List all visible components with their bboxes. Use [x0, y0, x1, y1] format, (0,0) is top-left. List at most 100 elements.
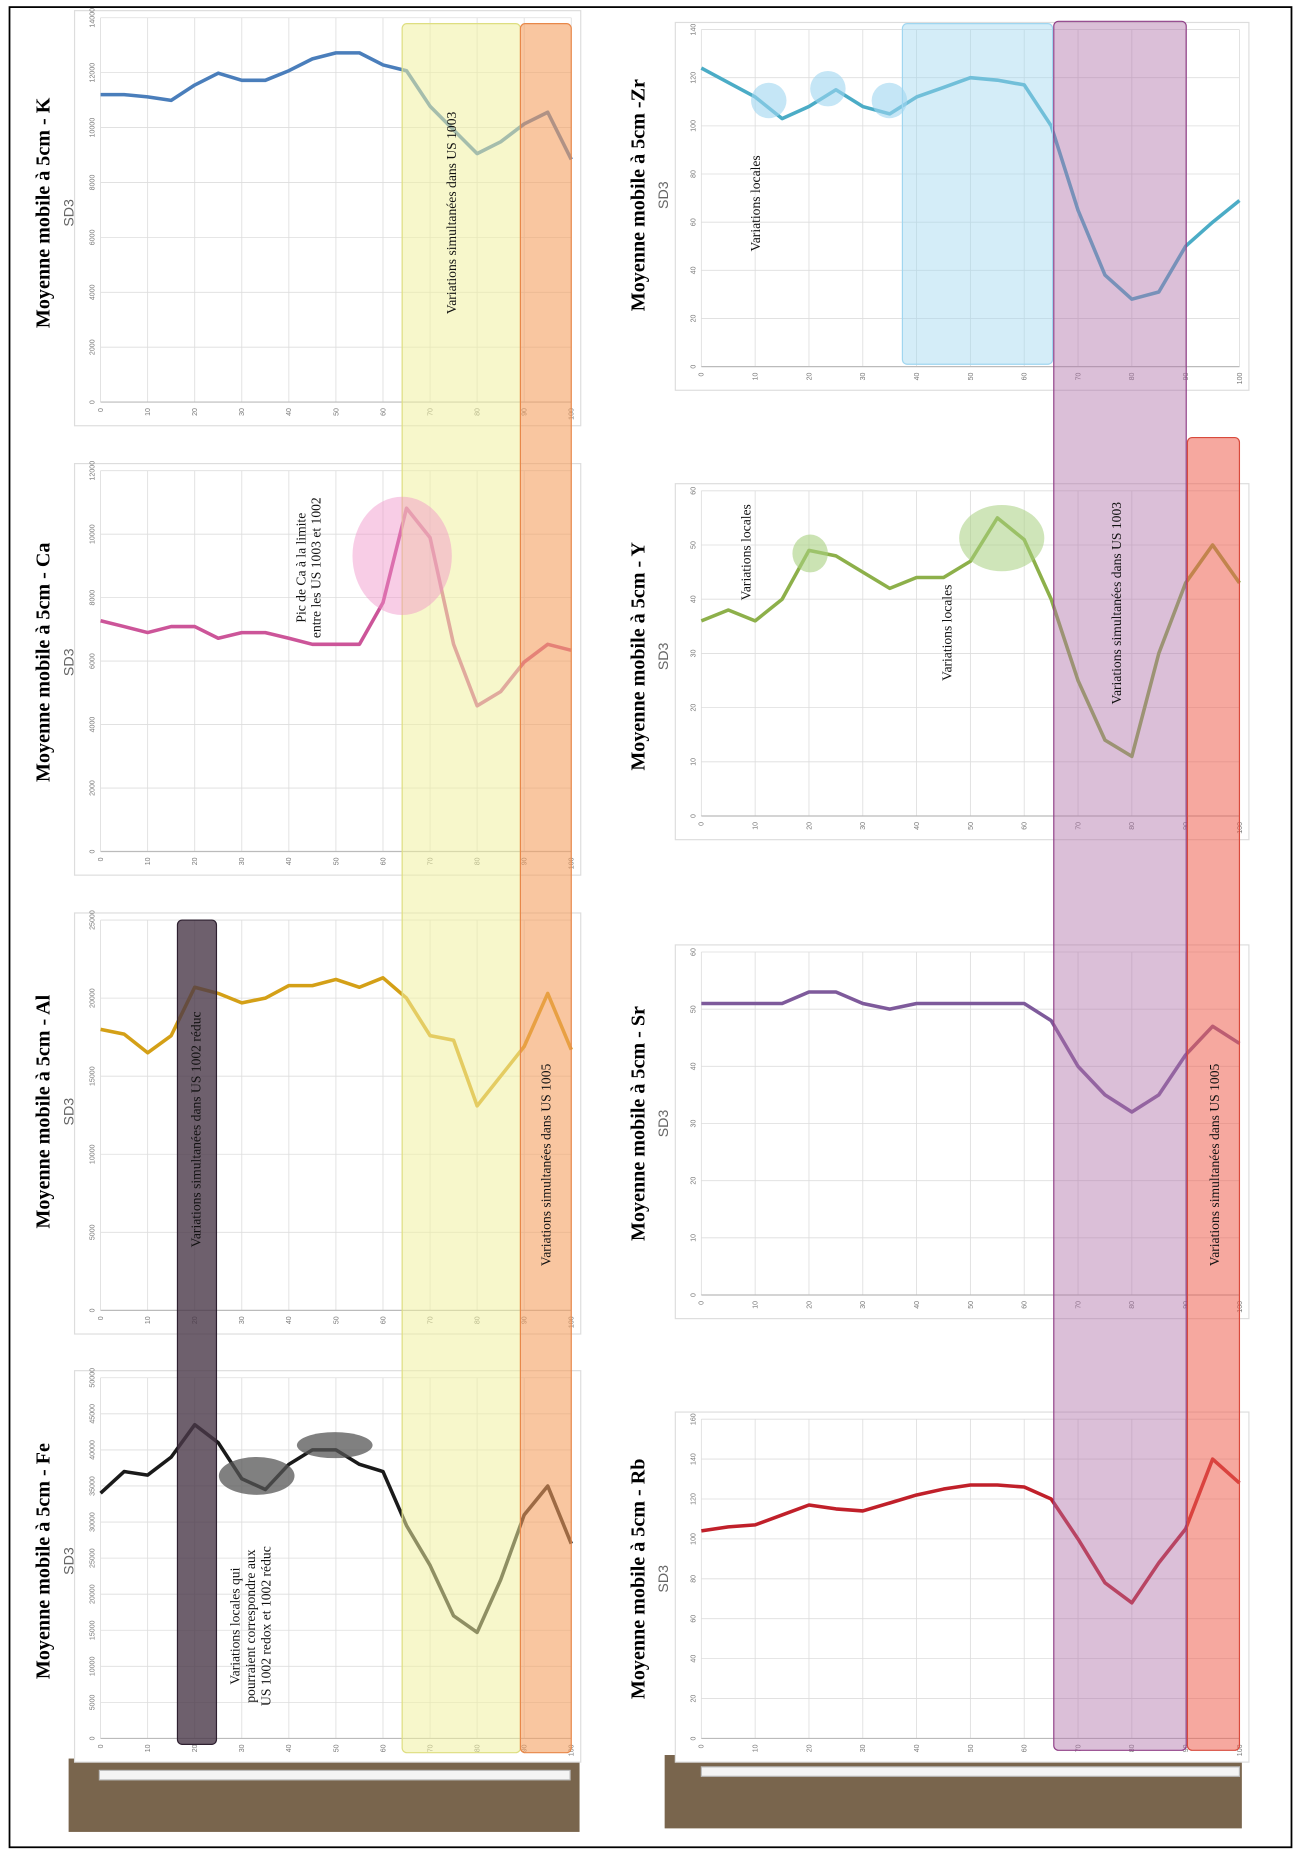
y-tick-label: 100 — [689, 120, 697, 132]
x-tick-label: 80 — [1128, 822, 1136, 830]
x-tick-label: 10 — [752, 1744, 760, 1752]
chart-title: Moyenne mobile à 5cm - K — [33, 97, 55, 328]
y-tick-label: 25000 — [89, 910, 97, 930]
y-tick-label: 30 — [689, 1120, 697, 1128]
y-tick-label: 160 — [689, 1413, 697, 1425]
y-tick-label: 80 — [689, 170, 697, 178]
x-tick-label: 20 — [805, 372, 813, 380]
x-tick-label: 50 — [967, 1744, 975, 1752]
annotation: Variations locales — [940, 585, 955, 681]
annotation: Variations simultanées dans US 1002 rédu… — [189, 1011, 204, 1247]
highlight-band — [1186, 436, 1241, 1751]
x-tick-label: 30 — [859, 372, 867, 380]
x-tick-label: 0 — [97, 1316, 105, 1320]
chart-title: Moyenne mobile à 5cm - Ca — [33, 543, 55, 782]
y-tick-label: 2000 — [89, 780, 97, 796]
y-tick-label: 10 — [689, 1234, 697, 1242]
x-tick-label: 20 — [191, 408, 199, 416]
y-tick-label: 20 — [689, 1177, 697, 1185]
x-tick-label: 40 — [913, 1744, 921, 1752]
y-tick-label: 80 — [689, 1575, 697, 1583]
x-tick-label: 10 — [144, 1316, 152, 1324]
x-tick-label: 0 — [97, 1744, 105, 1748]
y-tick-label: 120 — [689, 72, 697, 84]
x-tick-label: 60 — [379, 1316, 387, 1324]
y-tick-label: 20000 — [89, 1584, 97, 1604]
x-tick-label: 80 — [1128, 1744, 1136, 1752]
chart-title: Moyenne mobile à 5cm - Rb — [628, 1459, 650, 1700]
x-tick-label: 0 — [698, 1301, 706, 1305]
chart-box — [674, 944, 1250, 1320]
highlight-ellipse — [810, 70, 846, 107]
chart-subtitle: SD3 — [61, 648, 77, 676]
annotation: Variations simultanées dans US 1005 — [1207, 1064, 1222, 1267]
highlight-band — [901, 23, 1054, 365]
core-photo-top — [68, 1758, 580, 1832]
highlight-band — [176, 919, 218, 1745]
x-tick-label: 0 — [698, 1744, 706, 1748]
y-tick-label: 0 — [689, 365, 697, 369]
x-tick-label: 10 — [144, 408, 152, 416]
chart-subtitle: SD3 — [656, 1110, 672, 1138]
x-tick-label: 40 — [285, 1744, 293, 1752]
y-tick-label: 0 — [89, 400, 97, 404]
annotation: Variations simultanées dans US 1003 — [444, 111, 459, 314]
y-tick-label: 20 — [689, 1695, 697, 1703]
x-tick-label: 40 — [285, 408, 293, 416]
x-tick-label: 10 — [752, 372, 760, 380]
y-tick-label: 25000 — [89, 1548, 97, 1568]
x-tick-label: 10 — [752, 822, 760, 830]
y-tick-label: 140 — [689, 24, 697, 36]
y-tick-label: 40 — [689, 266, 697, 274]
y-tick-label: 50000 — [89, 1368, 97, 1388]
annotation: pourraient correspondre aux — [243, 1549, 258, 1702]
y-tick-label: 15000 — [89, 1066, 97, 1086]
x-tick-label: 50 — [332, 1316, 340, 1324]
y-tick-label: 0 — [689, 814, 697, 818]
chart-panel: 01020304050600102030405060708090100Moyen… — [628, 944, 1250, 1320]
x-tick-label: 40 — [285, 857, 293, 865]
chart-subtitle: SD3 — [61, 1547, 77, 1575]
x-tick-label: 60 — [1021, 822, 1029, 830]
x-tick-label: 20 — [805, 1744, 813, 1752]
x-tick-label: 50 — [332, 1744, 340, 1752]
x-tick-label: 100 — [1236, 1744, 1244, 1756]
x-tick-label: 30 — [859, 822, 867, 830]
y-tick-label: 0 — [89, 1736, 97, 1740]
x-tick-label: 0 — [97, 408, 105, 412]
x-tick-label: 40 — [913, 1301, 921, 1309]
chart-title: Moyenne mobile à 5cm - Y — [628, 542, 650, 771]
y-tick-label: 10000 — [89, 1144, 97, 1164]
x-tick-label: 80 — [1128, 372, 1136, 380]
y-tick-label: 2000 — [89, 339, 97, 355]
y-tick-label: 30 — [689, 649, 697, 657]
y-tick-label: 60 — [689, 948, 697, 956]
data-line — [701, 990, 1241, 1114]
y-tick-label: 60 — [689, 487, 697, 495]
x-tick-label: 50 — [332, 408, 340, 416]
chart-title: Moyenne mobile à 5cm -Zr — [628, 79, 650, 311]
chart-title: Moyenne mobile à 5cm - Al — [33, 994, 55, 1228]
y-tick-label: 45000 — [89, 1404, 97, 1424]
x-tick-label: 80 — [1128, 1301, 1136, 1309]
x-tick-label: 60 — [379, 1744, 387, 1752]
x-tick-label: 30 — [238, 1744, 246, 1752]
y-tick-label: 10000 — [89, 1656, 97, 1676]
x-tick-label: 10 — [752, 1301, 760, 1309]
x-tick-label: 60 — [1021, 1301, 1029, 1309]
y-tick-label: 8000 — [89, 175, 97, 191]
x-tick-label: 10 — [144, 1744, 152, 1752]
chart-subtitle: SD3 — [656, 1565, 672, 1593]
x-tick-label: 100 — [568, 1744, 576, 1756]
y-tick-label: 60 — [689, 1615, 697, 1623]
y-tick-label: 0 — [89, 849, 97, 853]
x-tick-label: 50 — [967, 372, 975, 380]
y-tick-label: 30000 — [89, 1512, 97, 1532]
x-tick-label: 20 — [191, 1744, 199, 1752]
y-tick-label: 10000 — [89, 524, 97, 544]
y-tick-label: 100 — [689, 1533, 697, 1545]
y-tick-label: 10 — [689, 758, 697, 766]
y-tick-label: 140 — [689, 1453, 697, 1465]
highlight-band — [519, 23, 572, 1754]
annotation: Variations simultanées dans US 1003 — [1109, 502, 1124, 705]
